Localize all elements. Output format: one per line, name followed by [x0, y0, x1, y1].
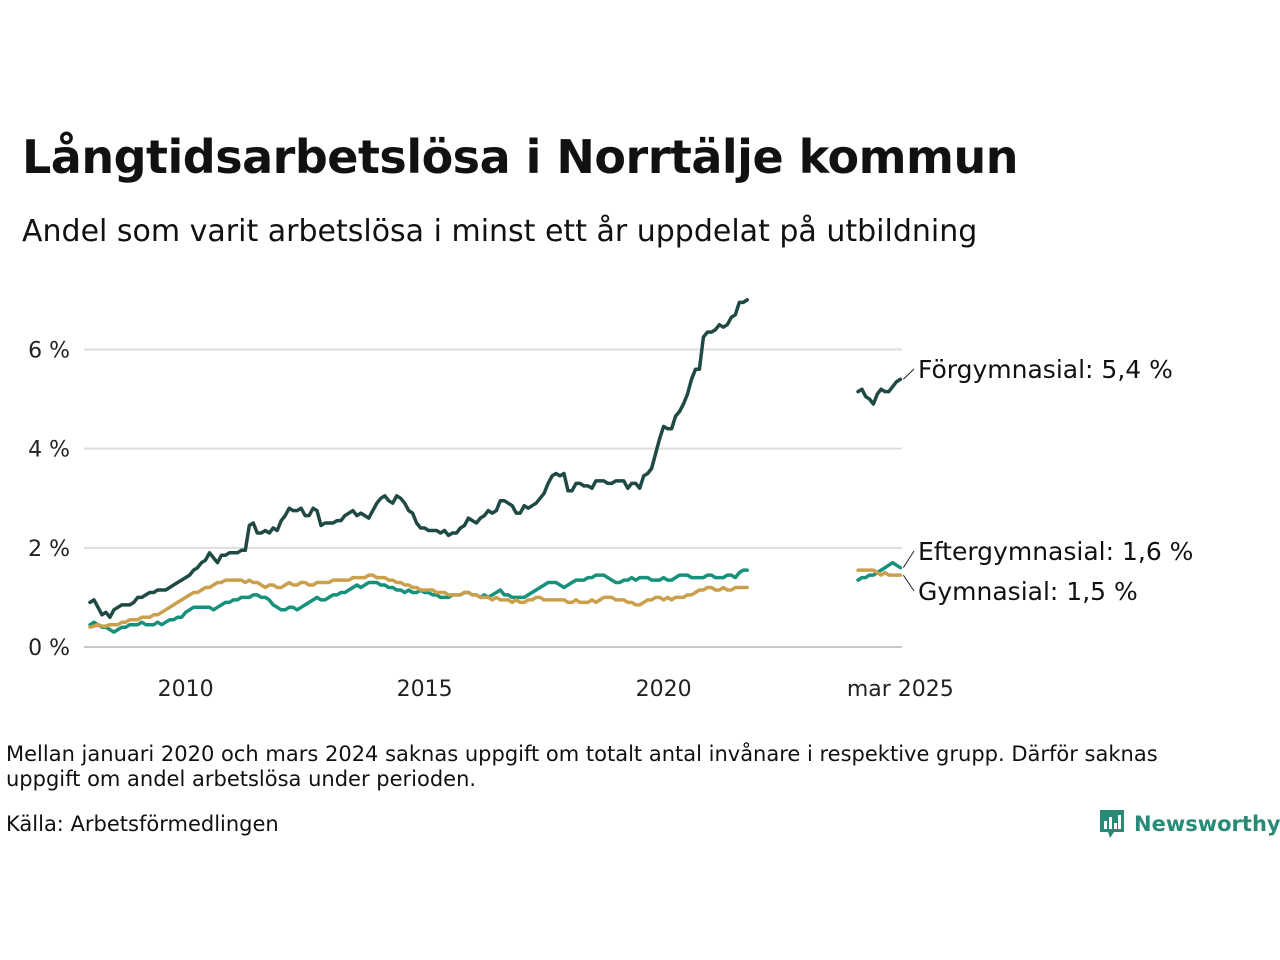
- series-label: Eftergymnasial: 1,6 %: [918, 537, 1193, 566]
- chart-title: Långtidsarbetslösa i Norrtälje kommun: [22, 130, 1018, 184]
- series-line-gymnasial-segment1: [88, 573, 749, 629]
- series-line-forgymnasial-segment2: [856, 377, 903, 406]
- x-tick-label: mar 2025: [847, 677, 954, 702]
- y-tick-label: 2 %: [28, 537, 70, 562]
- series-line-eftergymnasial-segment2: [856, 560, 903, 582]
- series-label-leader: [902, 574, 915, 592]
- source-note: Källa: Arbetsförmedlingen: [6, 812, 279, 836]
- y-tick-label: 0 %: [28, 636, 70, 661]
- series-line-eftergymnasial-segment1: [88, 568, 749, 634]
- y-tick-label: 6 %: [28, 339, 70, 364]
- series-label-leader: [902, 550, 915, 568]
- series-label: Gymnasial: 1,5 %: [918, 577, 1138, 606]
- x-axis: 2010 2015 2020 mar 2025: [158, 677, 954, 702]
- y-axis: 0 % 2 % 4 % 6 %: [28, 339, 70, 662]
- newsworthy-logo-text: Newsworthy: [1134, 812, 1280, 836]
- x-tick-label: 2020: [636, 677, 692, 702]
- x-tick-label: 2015: [397, 677, 453, 702]
- series-label: Förgymnasial: 5,4 %: [918, 355, 1173, 384]
- newsworthy-logo-icon: [1100, 810, 1124, 838]
- series-line-forgymnasial-segment1: [88, 298, 749, 620]
- newsworthy-logo: Newsworthy: [1098, 808, 1280, 840]
- series-label-leader: [903, 368, 915, 380]
- series-lines: [88, 298, 903, 634]
- x-tick-label: 2010: [158, 677, 214, 702]
- line-chart: 0 % 2 % 4 % 6 % 2010 2015 2020 mar 2025 Förgym…: [28, 298, 1193, 702]
- gridlines: [84, 348, 902, 648]
- footnote: Mellan januari 2020 och mars 2024 saknas…: [6, 742, 1158, 791]
- chart-subtitle: Andel som varit arbetslösa i minst ett å…: [22, 214, 978, 249]
- series-line-gymnasial-segment2: [856, 568, 903, 577]
- y-tick-label: 4 %: [28, 438, 70, 463]
- series-labels: Förgymnasial: 5,4 % Eftergymnasial: 1,6 %…: [902, 355, 1193, 606]
